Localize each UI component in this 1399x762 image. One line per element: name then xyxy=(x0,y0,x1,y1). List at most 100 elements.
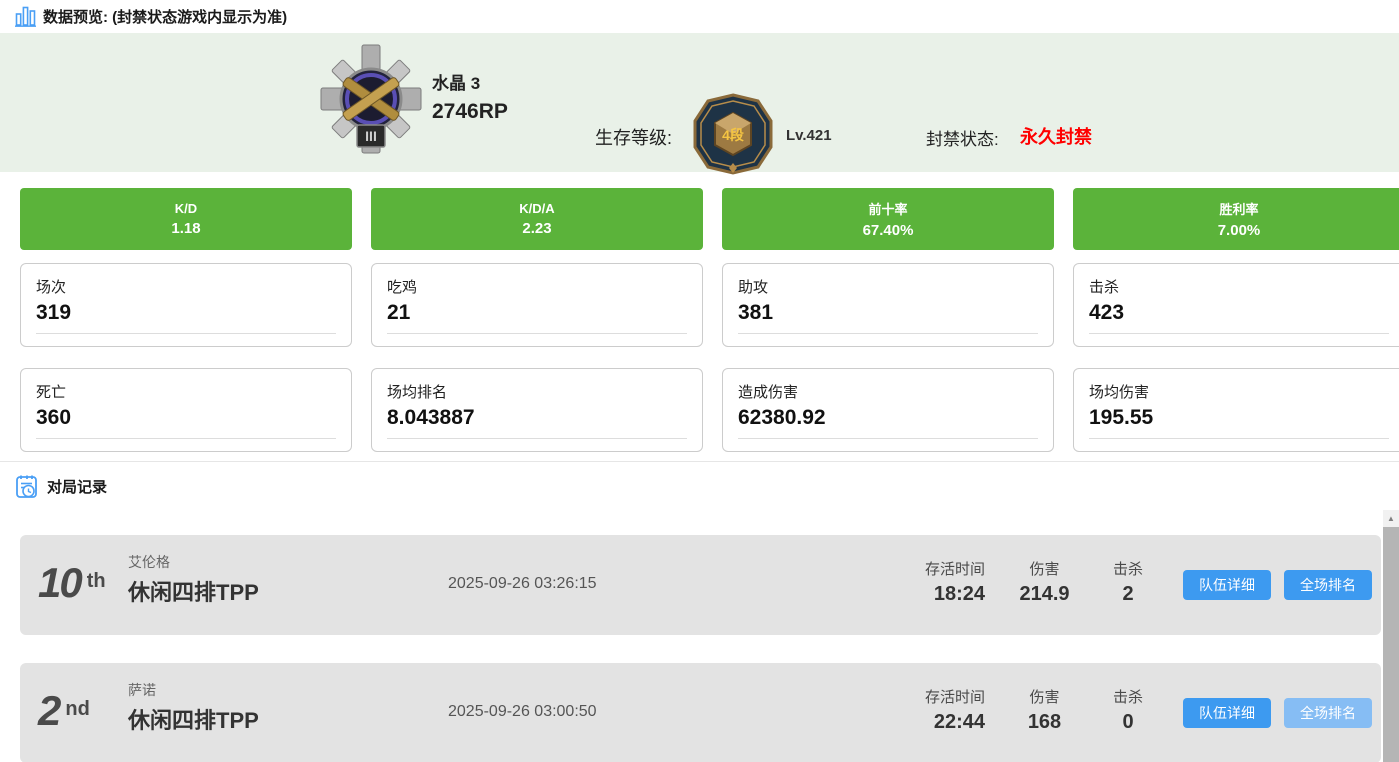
stat-label: 场均排名 xyxy=(387,384,448,401)
damage-value: 168 xyxy=(1027,711,1062,733)
stats-row-2: 死亡 360 场均排名 8.043887 造成伤害 62380.92 场均伤害 … xyxy=(20,368,1399,452)
match-timestamp: 2025-09-26 03:26:15 xyxy=(448,575,597,592)
full-ranking-button[interactable]: 全场排名 xyxy=(1284,698,1372,728)
match-info: 萨诺 休闲四排TPP xyxy=(128,680,259,735)
survival-badge-icon: 4段 xyxy=(693,93,773,175)
survival-time-value: 22:44 xyxy=(933,711,985,733)
match-damage: 伤害 168 xyxy=(1002,686,1087,734)
card-divider xyxy=(738,438,1038,439)
vertical-scrollbar[interactable]: ▲ xyxy=(1383,510,1399,762)
survival-time-value: 18:24 xyxy=(933,583,985,605)
stat-card-assists: 助攻 381 xyxy=(722,263,1054,347)
match-map: 艾伦格 xyxy=(128,554,170,570)
stat-value: 62380.92 xyxy=(738,406,826,429)
match-kills: 击杀 0 xyxy=(1098,686,1158,734)
stat-value: 360 xyxy=(36,406,72,429)
stat-card-wins: 吃鸡 21 xyxy=(371,263,703,347)
ban-status-label: 封禁状态: xyxy=(926,130,999,149)
stat-value: 1.18 xyxy=(171,220,201,237)
match-records-header: 对局记录 xyxy=(15,470,107,502)
full-ranking-button[interactable]: 全场排名 xyxy=(1284,570,1372,600)
damage-value: 214.9 xyxy=(1019,583,1070,605)
stat-label: 造成伤害 xyxy=(738,384,799,401)
stat-label: 死亡 xyxy=(36,384,67,401)
card-divider xyxy=(387,333,687,334)
damage-label: 伤害 xyxy=(1029,689,1060,706)
card-divider xyxy=(36,333,336,334)
match-map: 萨诺 xyxy=(128,682,156,698)
stat-card-avg-rank: 场均排名 8.043887 xyxy=(371,368,703,452)
stat-label: K/D xyxy=(174,201,198,216)
section-divider xyxy=(0,461,1399,462)
stat-label: K/D/A xyxy=(519,201,555,216)
card-divider xyxy=(387,438,687,439)
card-divider xyxy=(1089,438,1389,439)
stat-card-total-damage: 造成伤害 62380.92 xyxy=(722,368,1054,452)
scrollbar-up-arrow[interactable]: ▲ xyxy=(1387,514,1395,523)
highlight-stats-row: K/D 1.18 K/D/A 2.23 前十率 67.40% 胜利率 7.00% xyxy=(20,188,1399,250)
stat-value: 8.043887 xyxy=(387,406,475,429)
match-mode: 休闲四排TPP xyxy=(128,580,259,605)
stat-card-avg-damage: 场均伤害 195.55 xyxy=(1073,368,1399,452)
kills-value: 2 xyxy=(1122,583,1134,605)
rank-suffix: th xyxy=(86,570,106,592)
stat-label: 场均伤害 xyxy=(1089,384,1150,401)
scrollbar-thumb[interactable] xyxy=(1383,527,1399,762)
ban-status-value: 永久封禁 xyxy=(1020,127,1092,147)
bar-chart-icon xyxy=(15,6,36,27)
profile-banner: III 水晶 3 2746RP 生存等级: 4段 Lv.421 封禁状态: 永久… xyxy=(0,33,1399,175)
match-damage: 伤害 214.9 xyxy=(1002,558,1087,606)
highlight-card-kda: K/D/A 2.23 xyxy=(371,188,703,250)
match-records-title: 对局记录 xyxy=(47,478,108,496)
stat-value: 319 xyxy=(36,301,72,324)
page-title: 数据预览: (封禁状态游戏内显示为准) xyxy=(43,9,288,26)
medal-tier-label: III xyxy=(365,128,377,144)
stats-row-1: 场次 319 吃鸡 21 助攻 381 击杀 423 xyxy=(20,263,1399,347)
rank-medal-icon: III xyxy=(320,44,422,154)
stat-value: 381 xyxy=(738,301,774,324)
stat-value: 67.40% xyxy=(862,222,914,239)
survival-badge-label: 4段 xyxy=(722,127,744,143)
kills-label: 击杀 xyxy=(1112,561,1143,578)
match-mode: 休闲四排TPP xyxy=(128,708,259,733)
rank-number: 2 xyxy=(38,687,61,734)
card-divider xyxy=(36,438,336,439)
kills-label: 击杀 xyxy=(1112,689,1143,706)
highlight-card-top10: 前十率 67.40% xyxy=(722,188,1054,250)
match-survival-time: 存活时间 18:24 xyxy=(865,558,985,606)
match-timestamp: 2025-09-26 03:00:50 xyxy=(448,703,597,720)
stat-card-matches: 场次 319 xyxy=(20,263,352,347)
stat-label: 吃鸡 xyxy=(387,279,418,296)
team-detail-button[interactable]: 队伍详细 xyxy=(1183,570,1271,600)
rank-suffix: nd xyxy=(65,698,90,720)
clipboard-clock-icon xyxy=(16,475,37,498)
kills-value: 0 xyxy=(1122,711,1134,733)
card-divider xyxy=(1089,333,1389,334)
match-kills: 击杀 2 xyxy=(1098,558,1158,606)
stat-label: 前十率 xyxy=(868,202,908,217)
highlight-card-kd: K/D 1.18 xyxy=(20,188,352,250)
stat-value: 21 xyxy=(387,301,411,324)
stat-label: 场次 xyxy=(36,279,67,296)
stat-value: 7.00% xyxy=(1217,222,1261,239)
page-header: 数据预览: (封禁状态游戏内显示为准) xyxy=(0,0,1399,33)
stat-value: 195.55 xyxy=(1089,406,1154,429)
match-info: 艾伦格 休闲四排TPP xyxy=(128,552,259,607)
stat-card-kills: 击杀 423 xyxy=(1073,263,1399,347)
card-divider xyxy=(738,333,1038,334)
rank-name: 水晶 3 xyxy=(432,74,481,93)
highlight-card-winrate: 胜利率 7.00% xyxy=(1073,188,1399,250)
rank-block: 水晶 3 2746RP xyxy=(432,69,508,124)
stat-value: 2.23 xyxy=(522,220,552,237)
stat-card-deaths: 死亡 360 xyxy=(20,368,352,452)
stat-label: 胜利率 xyxy=(1219,202,1259,217)
damage-label: 伤害 xyxy=(1029,561,1060,578)
rank-points: 2746RP xyxy=(432,100,508,123)
rank-number: 10 xyxy=(38,559,83,606)
team-detail-button[interactable]: 队伍详细 xyxy=(1183,698,1271,728)
